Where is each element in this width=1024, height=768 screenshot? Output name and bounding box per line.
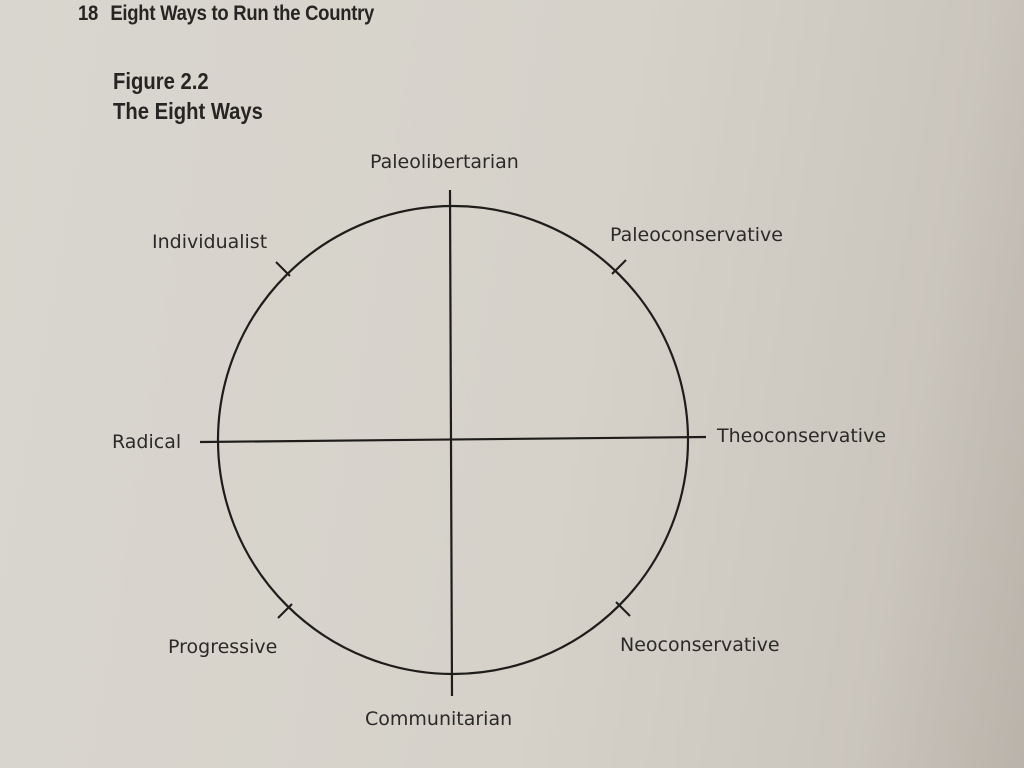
tick-bottom-left (277, 603, 293, 619)
page-number: 18 (78, 2, 99, 25)
label-theoconservative: Theoconservative (717, 425, 887, 447)
tick-bottom-right (615, 601, 631, 617)
label-radical: Radical (112, 431, 182, 453)
label-communitarian: Communitarian (365, 708, 513, 730)
label-paleolibertarian: Paleolibertarian (370, 151, 519, 173)
horizontal-axis (199, 435, 707, 444)
figure-number: Figure 2.2 (113, 68, 209, 94)
running-header: 18 Eight Ways to Run the Country (78, 2, 374, 26)
label-individualist: Individualist (152, 231, 268, 253)
tick-top-right (611, 259, 627, 275)
label-progressive: Progressive (168, 636, 278, 658)
figure-title: The Eight Ways (113, 98, 263, 124)
label-paleoconservative: Paleoconservative (610, 224, 783, 246)
label-neoconservative: Neoconservative (620, 634, 780, 656)
vertical-axis (448, 189, 454, 697)
tick-top-left (275, 261, 291, 277)
running-title: Eight Ways to Run the Country (110, 2, 375, 25)
